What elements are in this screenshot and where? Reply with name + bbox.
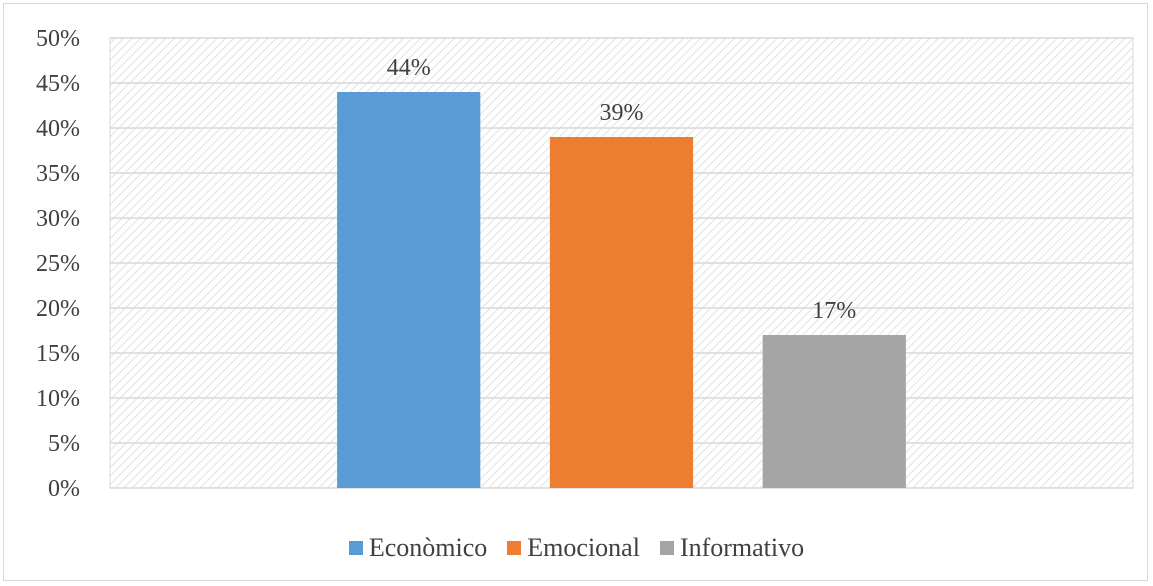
y-axis: 0% 5% 10% 15% 20% 25% 30% 35% 40% 45% 50%	[36, 26, 80, 502]
legend-swatch	[348, 541, 363, 555]
data-label: 39%	[600, 100, 644, 126]
data-label: 17%	[812, 298, 856, 324]
y-tick-label: 20%	[36, 296, 80, 322]
legend-item: Econòmico	[348, 533, 488, 563]
y-tick-label: 30%	[36, 206, 80, 232]
y-tick-label: 10%	[36, 386, 80, 412]
y-tick-label: 25%	[36, 251, 80, 277]
legend-item: Emocional	[507, 533, 640, 563]
bar-emocional	[549, 137, 694, 488]
y-tick-label: 50%	[36, 26, 80, 52]
data-label: 44%	[387, 55, 431, 81]
legend-item: Informativo	[659, 533, 805, 563]
y-tick-label: 35%	[36, 161, 80, 187]
legend-label: Econòmico	[368, 533, 488, 562]
legend-swatch	[659, 541, 674, 555]
y-tick-label: 15%	[36, 341, 80, 367]
y-tick-label: 5%	[48, 431, 80, 457]
legend-label: Emocional	[527, 533, 640, 562]
legend-label: Informativo	[679, 533, 805, 562]
bar-informativo	[762, 335, 906, 488]
data-labels: 44% 39% 17%	[387, 55, 857, 324]
legend: Econòmico Emocional Informativo	[0, 532, 1153, 563]
legend-swatch	[507, 541, 522, 555]
y-tick-label: 45%	[36, 71, 80, 97]
y-tick-label: 0%	[48, 476, 80, 502]
bars	[337, 92, 906, 488]
y-tick-label: 40%	[36, 116, 80, 142]
bar-econòmico	[337, 92, 481, 488]
